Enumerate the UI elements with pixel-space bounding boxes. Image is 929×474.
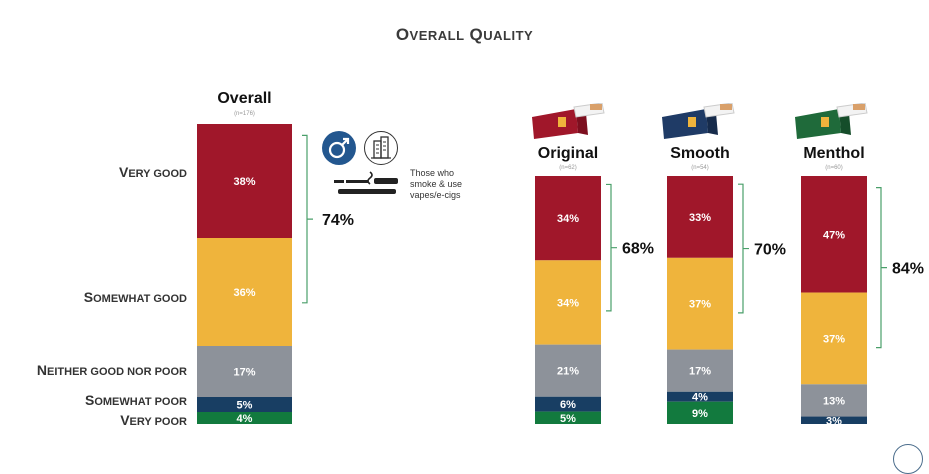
category-label-somewhat-good: SOMEWHAT GOOD <box>83 289 187 305</box>
data-label-smooth-0: 33% <box>689 212 711 224</box>
cigarette-vape-icon <box>330 168 406 198</box>
data-label-original-4: 5% <box>560 413 576 425</box>
bar-n-overall: (n=176) <box>234 111 255 117</box>
data-label-overall-1: 36% <box>233 287 255 299</box>
bar-segment-original-2 <box>535 344 601 397</box>
bar-segment-original-1 <box>535 260 601 345</box>
bar-segment-overall-0 <box>197 124 292 238</box>
data-label-overall-2: 17% <box>233 367 255 379</box>
data-label-smooth-3: 4% <box>692 392 708 404</box>
top2-percent-overall: 74% <box>322 212 354 229</box>
bar-segment-menthol-0 <box>801 176 867 293</box>
category-label-somewhat-poor: SOMEWHAT POOR <box>84 392 187 408</box>
data-label-original-2: 21% <box>557 366 579 378</box>
bar-segment-overall-3 <box>197 397 292 412</box>
data-label-original-1: 34% <box>557 297 579 309</box>
stacked-bar-chart: Overall(n=176)38%36%17%5%4%74%Original(n… <box>197 90 925 427</box>
bar-segment-menthol-1 <box>801 292 867 385</box>
pack-original-image <box>530 102 608 146</box>
top2-percent-original: 68% <box>622 241 654 258</box>
bar-segment-smooth-4 <box>667 401 733 424</box>
pack-menthol-image <box>793 102 871 146</box>
bar-segment-menthol-2 <box>801 384 867 417</box>
top2-percent-smooth: 70% <box>754 242 786 259</box>
bar-name-menthol: Menthol <box>803 145 864 162</box>
data-label-original-3: 6% <box>560 399 576 411</box>
data-label-menthol-2: 13% <box>823 395 845 407</box>
bar-name-overall: Overall <box>217 90 271 107</box>
data-label-menthol-3: 3% <box>826 415 842 427</box>
bar-n-smooth: (n=54) <box>691 165 709 171</box>
city-building-icon <box>364 131 398 165</box>
data-label-smooth-4: 9% <box>692 408 708 420</box>
data-label-menthol-0: 47% <box>823 229 845 241</box>
bar-segment-overall-4 <box>197 412 292 424</box>
data-label-overall-4: 4% <box>237 413 253 425</box>
bar-name-original: Original <box>538 145 598 162</box>
top2-bracket-original <box>606 183 617 312</box>
male-symbol-icon <box>322 131 356 165</box>
bar-segment-original-0 <box>535 176 601 261</box>
top2-bracket-overall <box>302 134 313 304</box>
bar-segment-menthol-3 <box>801 416 867 424</box>
callout-description: Those who smoke & use vapes/e-cigs <box>410 168 463 200</box>
bar-name-smooth: Smooth <box>670 145 730 162</box>
pack-smooth-image <box>660 102 738 146</box>
bar-segment-original-3 <box>535 396 601 412</box>
bar-segment-original-4 <box>535 411 601 424</box>
chart-title: OVERALL QUALITY <box>395 25 534 44</box>
bar-segment-overall-1 <box>197 238 292 346</box>
data-label-smooth-1: 37% <box>689 299 711 311</box>
category-label-very-good: VERY GOOD <box>118 164 187 180</box>
data-label-overall-3: 5% <box>237 400 253 412</box>
page-corner-mark <box>893 444 923 474</box>
data-label-smooth-2: 17% <box>689 366 711 378</box>
bar-segment-smooth-2 <box>667 349 733 392</box>
bar-n-menthol: (n=60) <box>825 165 843 171</box>
category-label-very-poor: VERY POOR <box>120 412 187 428</box>
data-label-original-0: 34% <box>557 213 579 225</box>
data-label-menthol-1: 37% <box>823 333 845 345</box>
bar-segment-smooth-1 <box>667 257 733 350</box>
top2-bracket-menthol <box>876 187 887 349</box>
bar-segment-smooth-3 <box>667 391 733 402</box>
bar-segment-smooth-0 <box>667 176 733 258</box>
data-label-overall-0: 38% <box>233 176 255 188</box>
bar-segment-overall-2 <box>197 346 292 397</box>
bar-n-original: (n=62) <box>559 165 577 171</box>
chart-stage: OVERALL QUALITY VERY GOOD SOMEWHAT GOOD … <box>36 25 925 474</box>
category-label-neither: NEITHER GOOD NOR POOR <box>36 362 187 378</box>
top2-percent-menthol: 84% <box>892 261 924 278</box>
top2-bracket-smooth <box>738 183 749 314</box>
